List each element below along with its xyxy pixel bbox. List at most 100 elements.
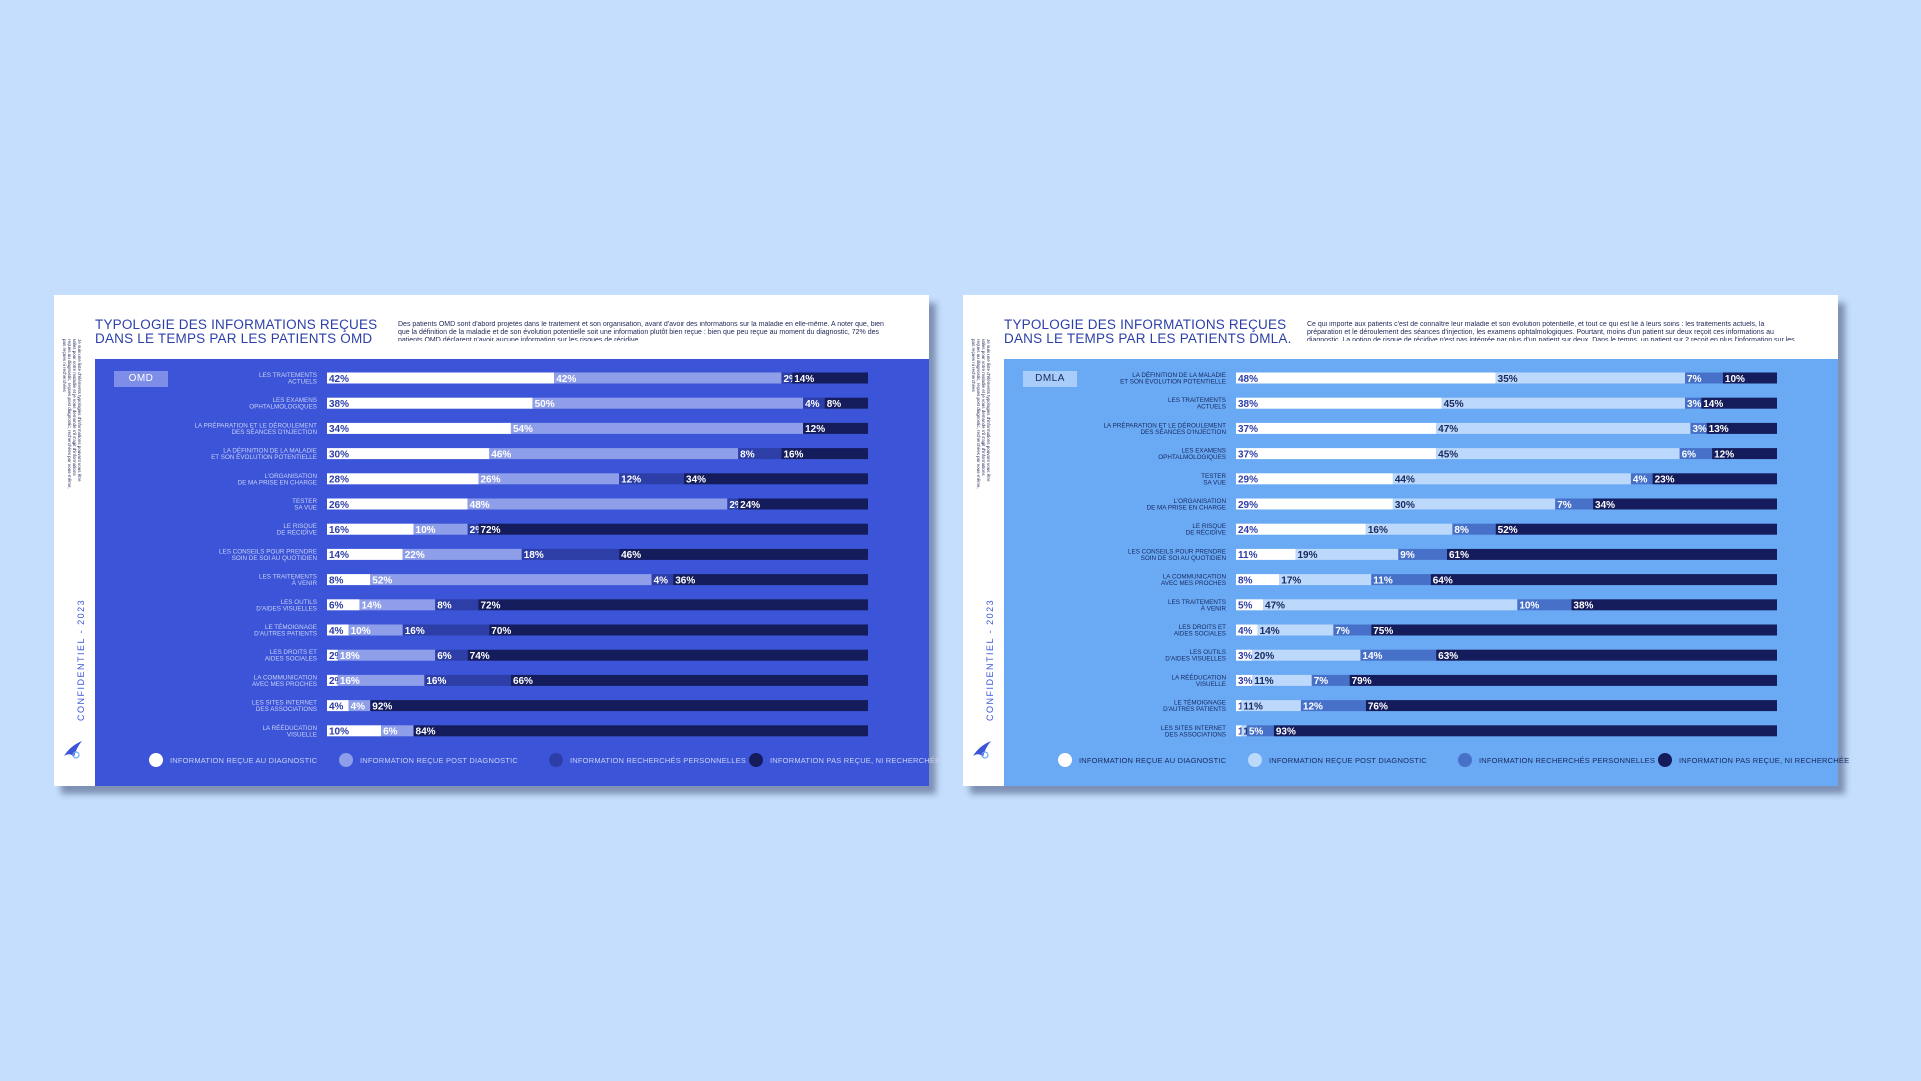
bar-segment [1365,523,1453,535]
data-label: 5% [1238,601,1253,612]
bar-segment [478,523,868,535]
category-label: AIDES SOCIALES [265,656,317,663]
bar-segment [1257,624,1334,636]
data-label: 16% [426,676,446,687]
slide-description: Des patients OMD sont d'abord projetés d… [398,321,884,341]
bar-segment [1236,649,1253,661]
data-label: 42% [329,374,349,385]
bar-segment [1706,422,1777,434]
bar-segment [1263,599,1518,611]
bar-segment [467,498,728,510]
legend-item-diagnostic: INFORMATION REÇUE AU DIAGNOSTIC [149,752,317,768]
data-label: 38% [1573,601,1593,612]
slide-title: TYPOLOGIE DES INFORMATIONS REÇUES DANS L… [95,318,377,346]
bar-segment [1517,599,1572,611]
bar-segment [1446,548,1777,560]
bar-segment [1241,700,1301,712]
data-label: 8% [827,399,842,410]
bar-segment [467,523,479,535]
bar-segment [1685,372,1723,384]
category-label: LES OUTILS [281,599,317,606]
bar-segment [1236,372,1496,384]
legend-swatch [1458,753,1472,767]
legend-item-not-received: INFORMATION PAS REÇUE, NI RECHERCHÉE [1658,752,1849,768]
data-label: 66% [513,676,533,687]
data-label: 44% [1395,475,1415,486]
data-label: 12% [1714,449,1734,460]
category-label: DES ASSOCIATIONS [256,706,317,713]
legend-label: INFORMATION REÇUE POST DIAGNOSTIC [1269,755,1427,765]
data-label: 38% [329,399,349,410]
data-label: 18% [340,651,360,662]
category-label: DES SÉANCES D'INJECTION [1140,427,1226,436]
bar-segment [1279,574,1372,586]
bar-segment [738,448,782,460]
bar-segment [1555,498,1594,510]
data-label: 34% [1595,500,1615,511]
data-label: 37% [1238,449,1258,460]
bar-segment [1349,674,1777,686]
bar-segment [1236,548,1296,560]
data-label: 18% [524,550,544,561]
category-label: LA DÉFINITION DE LA MALADIE [223,446,317,455]
omd-slide: Je suis une liste d'éléments typologies … [54,295,940,786]
data-label: 10% [1725,374,1745,385]
bar-segment [1273,725,1777,737]
data-label: 16% [405,626,425,637]
category-label: LA COMMUNICATION [254,674,318,681]
bar-segment [478,473,620,485]
data-label: 3% [1692,424,1707,435]
bar-segment [327,649,338,661]
category-label: VISUELLE [1196,681,1226,688]
bar-segment [803,397,825,409]
data-label: 16% [1368,525,1388,536]
legend-item-post-diagnostic: INFORMATION REÇUE POST DIAGNOSTIC [339,752,518,768]
bar-segment [1236,674,1253,686]
bar-segment [337,674,425,686]
bar-segment [619,473,685,485]
data-label: 12% [1303,701,1323,712]
data-label: 50% [535,399,555,410]
category-label: ET SON ÉVOLUTION POTENTIELLE [211,452,317,461]
category-label: DE RÉCIDIVE [277,528,317,537]
legend-swatch [749,753,763,767]
data-label: 24% [1238,525,1258,536]
legend-label: INFORMATION PAS REÇUE, NI RECHERCHÉE [1679,755,1850,765]
data-label: 92% [372,701,392,712]
bar-segment [467,649,868,661]
category-label: LA RÉÉDUCATION [263,723,318,732]
data-label: 2% [729,500,744,511]
chart-panel: DMLA LA DÉFINITION DE LA MALADIE ET SON É… [1004,359,1849,786]
category-label: AVEC MES PROCHES [1161,580,1226,587]
category-label: TESTER [1201,473,1226,480]
data-label: 17% [1281,575,1301,586]
category-label: À VENIR [1201,603,1227,612]
bar-segment [327,725,382,737]
bar-segment [1360,649,1437,661]
data-label: 34% [329,424,349,435]
data-label: 52% [372,575,392,586]
bar-segment [327,599,360,611]
bar-segment [370,574,652,586]
category-label: LE RISQUE [283,523,317,530]
data-label: 74% [470,651,490,662]
data-label: 3% [1238,651,1253,662]
legend-item-not-received: INFORMATION PAS REÇUE, NI RECHERCHÉE [749,752,940,768]
bar-segment [348,700,371,712]
data-label: 4% [329,701,344,712]
bar-segment [327,448,490,460]
bar-segment [1365,700,1777,712]
